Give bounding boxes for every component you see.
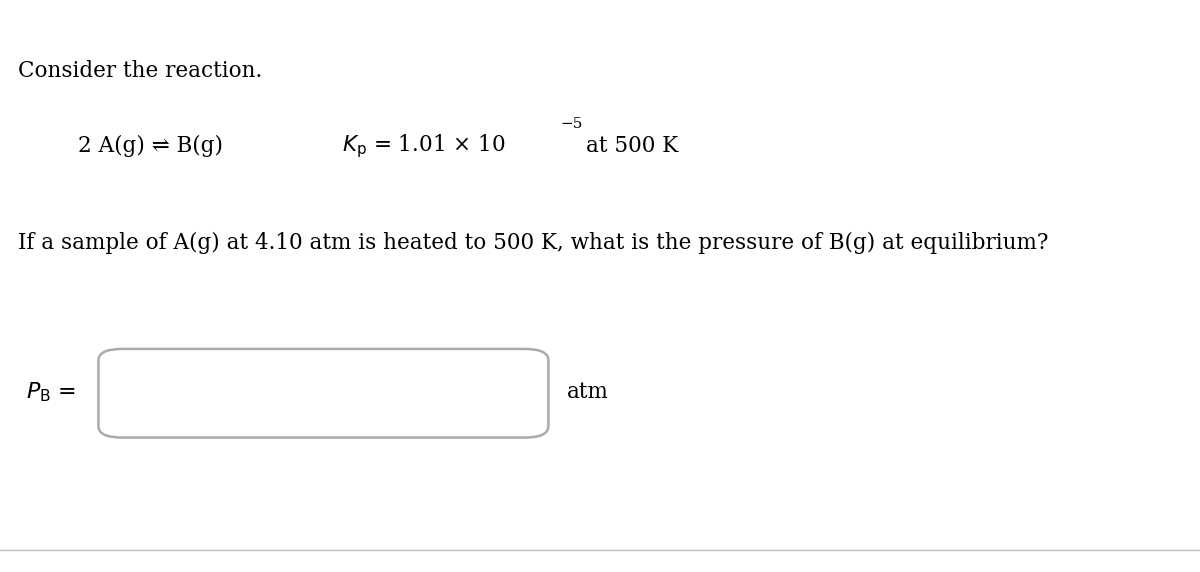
Text: at 500 K: at 500 K	[586, 135, 678, 157]
Text: 2 A(g) ⇌ B(g): 2 A(g) ⇌ B(g)	[78, 135, 223, 157]
Text: −5: −5	[560, 117, 583, 131]
Text: If a sample of A(g) at 4.10 atm is heated to 500 K, what is the pressure of B(g): If a sample of A(g) at 4.10 atm is heate…	[18, 232, 1049, 254]
Text: $\mathit{P}_{\mathrm{B}}$ =: $\mathit{P}_{\mathrm{B}}$ =	[26, 380, 77, 404]
Text: atm: atm	[566, 381, 608, 403]
FancyBboxPatch shape	[98, 349, 548, 438]
Text: Consider the reaction.: Consider the reaction.	[18, 60, 263, 82]
Text: $\mathit{K}_{\mathrm{p}}$ = 1.01 × 10: $\mathit{K}_{\mathrm{p}}$ = 1.01 × 10	[342, 132, 505, 160]
